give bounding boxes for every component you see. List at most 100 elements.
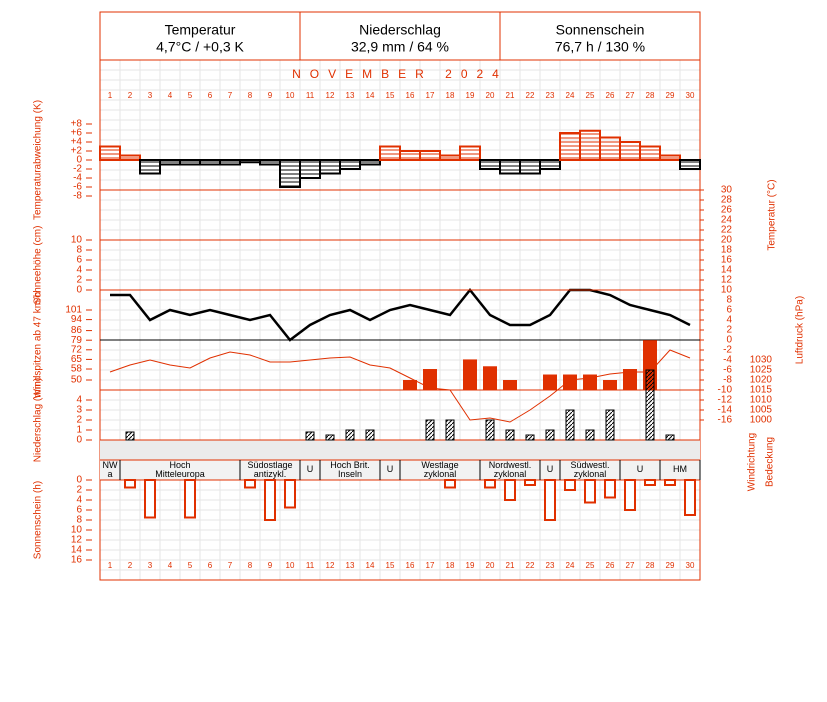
deviation-bar [319,159,341,175]
deviation-bar [659,154,681,161]
day-label: 27 [626,91,635,100]
deviation-bar [619,141,641,161]
precip-bar [425,419,435,441]
deviation-bar [119,154,141,161]
day-label: 16 [406,561,415,570]
day-label: 19 [466,561,475,570]
line [110,287,691,342]
day-label: 23 [546,561,555,570]
day-label: 26 [606,561,615,570]
day-label: 18 [446,91,455,100]
day-label: 19 [466,91,475,100]
y-tick-label: 12 [71,535,83,546]
bar [543,374,557,390]
day-label: 24 [566,561,575,570]
day-label: 20 [486,91,495,100]
sun-bar [624,479,636,511]
y-tick-label: -4 [723,355,732,366]
y-tick-label: 79 [71,335,83,346]
y-tick-label: 10 [71,525,83,536]
bar [423,369,437,390]
header-title: Sonnenschein [556,22,645,38]
deviation-bar [279,159,301,188]
day-label: 3 [148,91,153,100]
deviation-bar [499,159,521,175]
sun-bar [184,479,196,519]
deviation-bar [99,145,121,161]
y-tick-label: -6 [73,182,82,193]
day-label: 5 [188,91,193,100]
y-tick-label: -4 [73,173,82,184]
day-label: 13 [346,561,355,570]
day-label: 10 [286,91,295,100]
day-label: 7 [228,561,233,570]
day-label: 13 [346,91,355,100]
deviation-bar [239,159,261,164]
header-title: Niederschlag [359,22,441,38]
day-label: 25 [586,561,595,570]
day-label: 1 [108,561,113,570]
y-tick-label: 1015 [750,385,773,396]
bar [603,380,617,390]
bar [483,366,497,390]
y-tick-label: 4 [76,265,82,276]
y-tick-label: 2 [726,325,732,336]
deviation-bar [439,154,461,161]
y-tick-label: 22 [721,225,733,236]
y-tick-label: -8 [73,191,82,202]
day-label: 11 [306,561,315,570]
day-label: 28 [646,561,655,570]
deviation-bar [539,159,561,170]
y-tick-label: 72 [71,344,83,355]
day-label: 8 [248,561,253,570]
deviation-bar [459,145,481,161]
day-label: 22 [526,561,535,570]
day-label: 29 [666,561,675,570]
y-tick-label: 101 [65,305,82,316]
sun-bar [504,479,516,501]
deviation-bar [579,129,601,161]
weather-type: Hoch Mitteleuropa [155,460,205,479]
day-label: 17 [426,91,435,100]
y-tick-label: 94 [71,314,83,325]
bar [563,374,577,390]
precip-bar [445,419,455,441]
precip-bar [305,431,315,441]
y-tick-label: 24 [721,215,733,226]
day-label: 18 [446,561,455,570]
frame [99,11,701,581]
y-tick-label: 1030 [750,355,773,366]
y-tick-label: 4 [76,495,82,506]
sun-bar [684,479,696,516]
axis-label: Bedeckung [765,437,776,487]
y-tick-label: +4 [71,137,83,148]
day-label: 14 [366,561,375,570]
y-tick-label: 6 [726,305,732,316]
precip-bar [505,429,515,441]
sun-bar [564,479,576,491]
y-tick-label: 14 [721,265,733,276]
sun-bar [124,479,136,489]
y-tick-label: 6 [76,505,82,516]
y-tick-label: 1005 [750,405,773,416]
line [109,349,691,423]
month: NOVEMBER 2024 [292,67,508,81]
y-tick-label: +8 [71,119,83,130]
y-tick-label: 30 [721,185,733,196]
deviation-bar [199,159,221,166]
sun-bar [664,479,676,486]
weather-type: Hoch Brit. Inseln [330,460,370,479]
deviation-bar [219,159,241,166]
deviation-bar [479,159,501,170]
weather-type: Westlage zyklonal [421,460,458,479]
y-tick-label: 1 [76,425,82,436]
sun-bar [444,479,456,489]
y-tick-label: 20 [721,235,733,246]
day-label: 10 [286,561,295,570]
sun-bar [264,479,276,521]
y-tick-label: 16 [71,555,83,566]
weather-type: NW a [103,460,118,479]
precip-bar [345,429,355,441]
y-tick-label: 4 [726,315,732,326]
